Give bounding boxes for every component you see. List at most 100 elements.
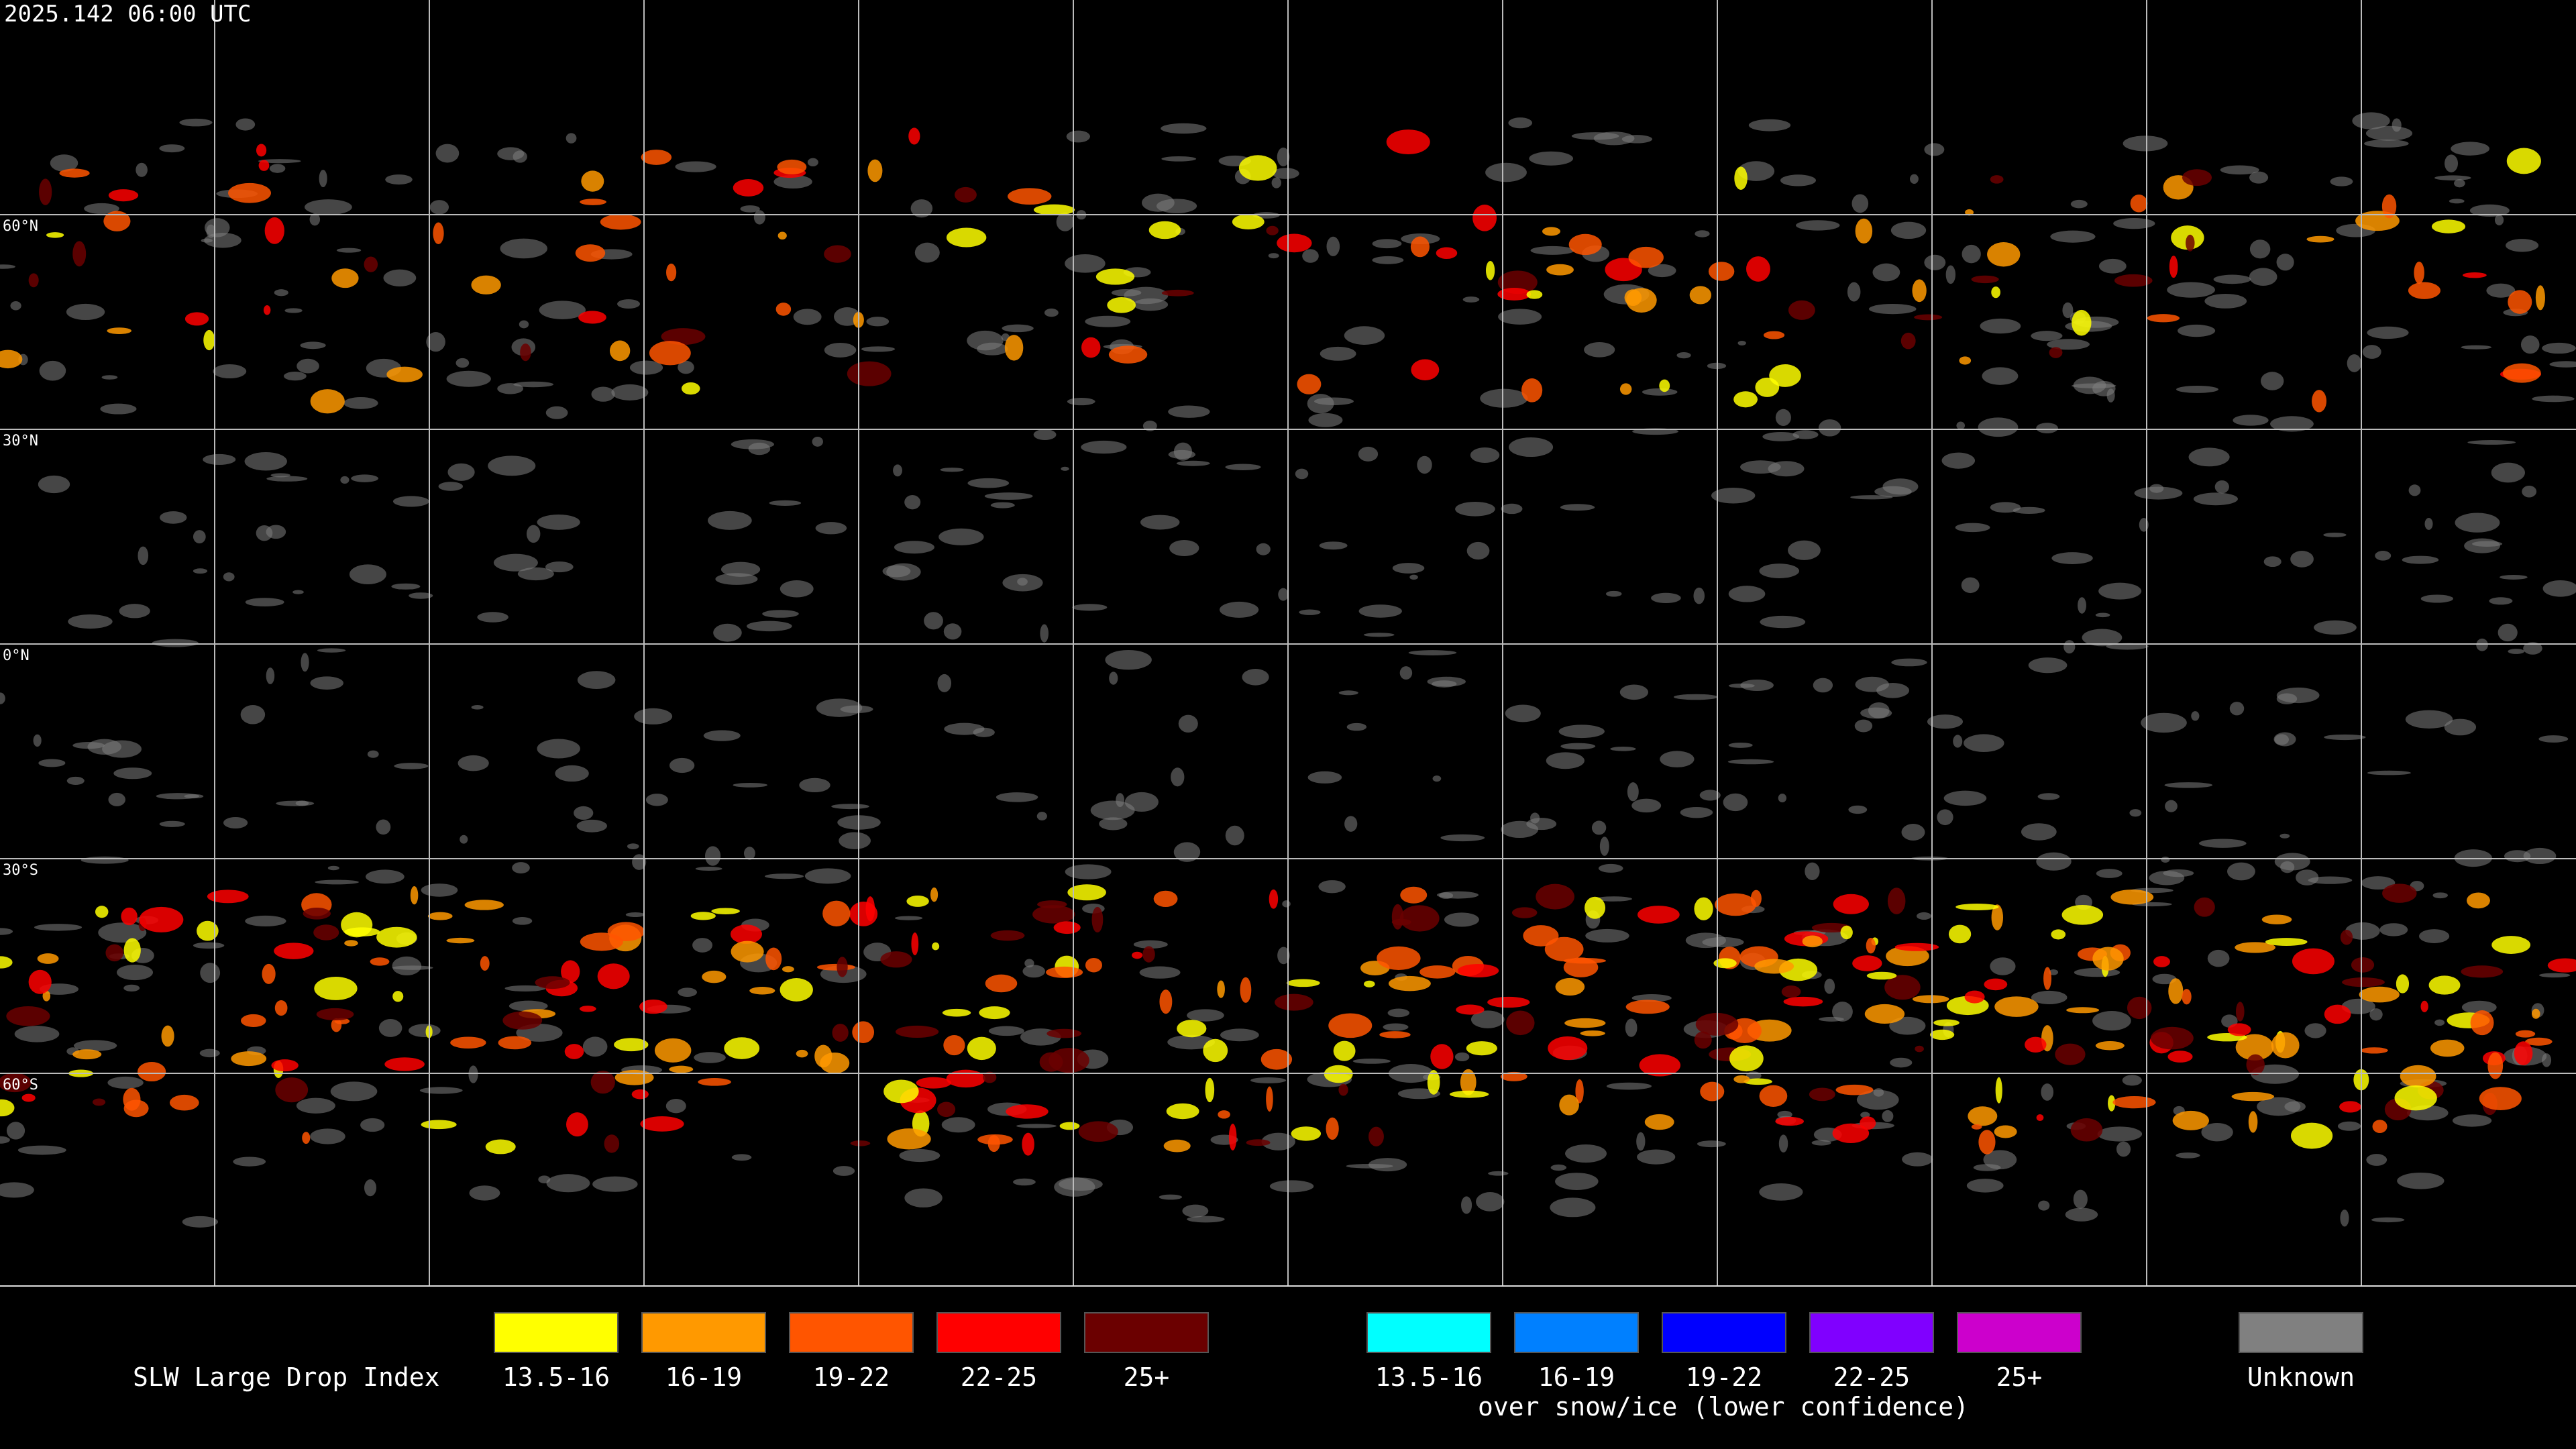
slw-cell (2396, 974, 2410, 994)
legend-label: 19-22 (813, 1362, 890, 1392)
slw-cell (1095, 268, 1135, 285)
cloud (1466, 541, 1490, 560)
cloud (1409, 574, 1418, 580)
cloud (1033, 429, 1057, 441)
cloud (66, 303, 105, 321)
slw-cell (2506, 148, 2541, 174)
slw-cell (2055, 1043, 2086, 1065)
slw-cell (0, 956, 13, 969)
legend-swatch (1366, 1312, 1491, 1353)
slw-cell (1912, 995, 1949, 1004)
cloud (703, 730, 741, 741)
cloud (223, 816, 248, 828)
slw-cell (207, 890, 249, 904)
cloud (240, 704, 266, 724)
cloud (2220, 165, 2259, 175)
slw-cell (1032, 905, 1075, 924)
cloud (1016, 1124, 1057, 1128)
cloud (1168, 405, 1210, 418)
cloud (1072, 604, 1108, 611)
cloud (421, 883, 458, 897)
slw-cell (1059, 1122, 1080, 1130)
cloud (447, 463, 475, 481)
slw-cell (1430, 1044, 1454, 1069)
slw-cell (1900, 332, 1916, 350)
cloud (119, 604, 150, 619)
slw-cell (72, 1049, 102, 1060)
slw-cell (1159, 989, 1173, 1014)
cloud (1924, 254, 1946, 270)
cloud (1372, 239, 1402, 249)
slw-cell (1500, 1071, 1527, 1081)
slw-cell (107, 327, 131, 335)
cloud (2167, 282, 2215, 298)
cloud (1116, 793, 1124, 808)
cloud (812, 436, 823, 447)
cloud (2304, 1023, 2326, 1038)
slw-cell (274, 943, 314, 959)
lat-label: 30°N (3, 433, 38, 449)
slw-cell (1266, 225, 1279, 235)
slw-cell (1948, 924, 1972, 944)
cloud (1707, 362, 1727, 370)
cloud (2408, 484, 2421, 496)
cloud (1302, 249, 1319, 263)
slw-cell (535, 976, 570, 989)
cloud (1882, 1110, 1894, 1122)
cloud (1320, 346, 1356, 361)
slw-cell (241, 1014, 266, 1027)
cloud (634, 708, 673, 724)
cloud (376, 819, 391, 835)
cloud (1176, 460, 1210, 466)
slw-cell (1203, 1038, 1228, 1063)
cloud (245, 598, 284, 607)
slw-cell (1004, 335, 1024, 361)
cloud (2340, 1210, 2349, 1227)
cloud (2397, 1172, 2445, 1189)
slw-cell (28, 273, 39, 288)
cloud (1660, 751, 1695, 767)
cloud (967, 478, 1010, 488)
cloud (1140, 515, 1180, 530)
slw-cell (1733, 1075, 1750, 1083)
cloud (938, 528, 984, 545)
cloud (2330, 176, 2353, 186)
slw-cell (2306, 235, 2334, 243)
slw-cell (0, 350, 23, 369)
slw-cell (1037, 900, 1067, 909)
cloud (2345, 922, 2380, 940)
slw-cell (2431, 219, 2466, 233)
cloud (2369, 1008, 2383, 1021)
slw-cell (2462, 272, 2487, 278)
slw-cell (184, 312, 209, 326)
slw-cell (2092, 947, 2124, 971)
cloud (1307, 771, 1342, 784)
slw-cell (2502, 363, 2541, 383)
cloud (1964, 734, 2004, 753)
cloud (1775, 409, 1791, 426)
slw-cell (1217, 980, 1225, 998)
slw-cell (2095, 1041, 2125, 1051)
slw-cell (1287, 979, 1320, 987)
slw-cell (654, 1038, 692, 1063)
cloud (2506, 239, 2539, 252)
slw-cell (2351, 957, 2375, 973)
lat-label: 60°S (3, 1077, 38, 1093)
slw-cell (46, 232, 64, 238)
cloud (1169, 539, 1199, 557)
slw-cell (2340, 930, 2353, 945)
cloud (694, 1052, 726, 1063)
slw-cell (1399, 905, 1440, 932)
slw-cell (1046, 966, 1083, 978)
slw-cell (39, 178, 52, 205)
slw-cell (2036, 1114, 2044, 1122)
slw-cell (256, 144, 267, 157)
cloud (967, 330, 1004, 351)
cloud (1737, 341, 1746, 346)
cloud (537, 515, 580, 530)
slw-cell (2049, 347, 2063, 358)
cloud (204, 218, 230, 237)
cloud (1560, 504, 1595, 511)
cloud (1173, 842, 1201, 862)
cloud (1699, 790, 1721, 801)
